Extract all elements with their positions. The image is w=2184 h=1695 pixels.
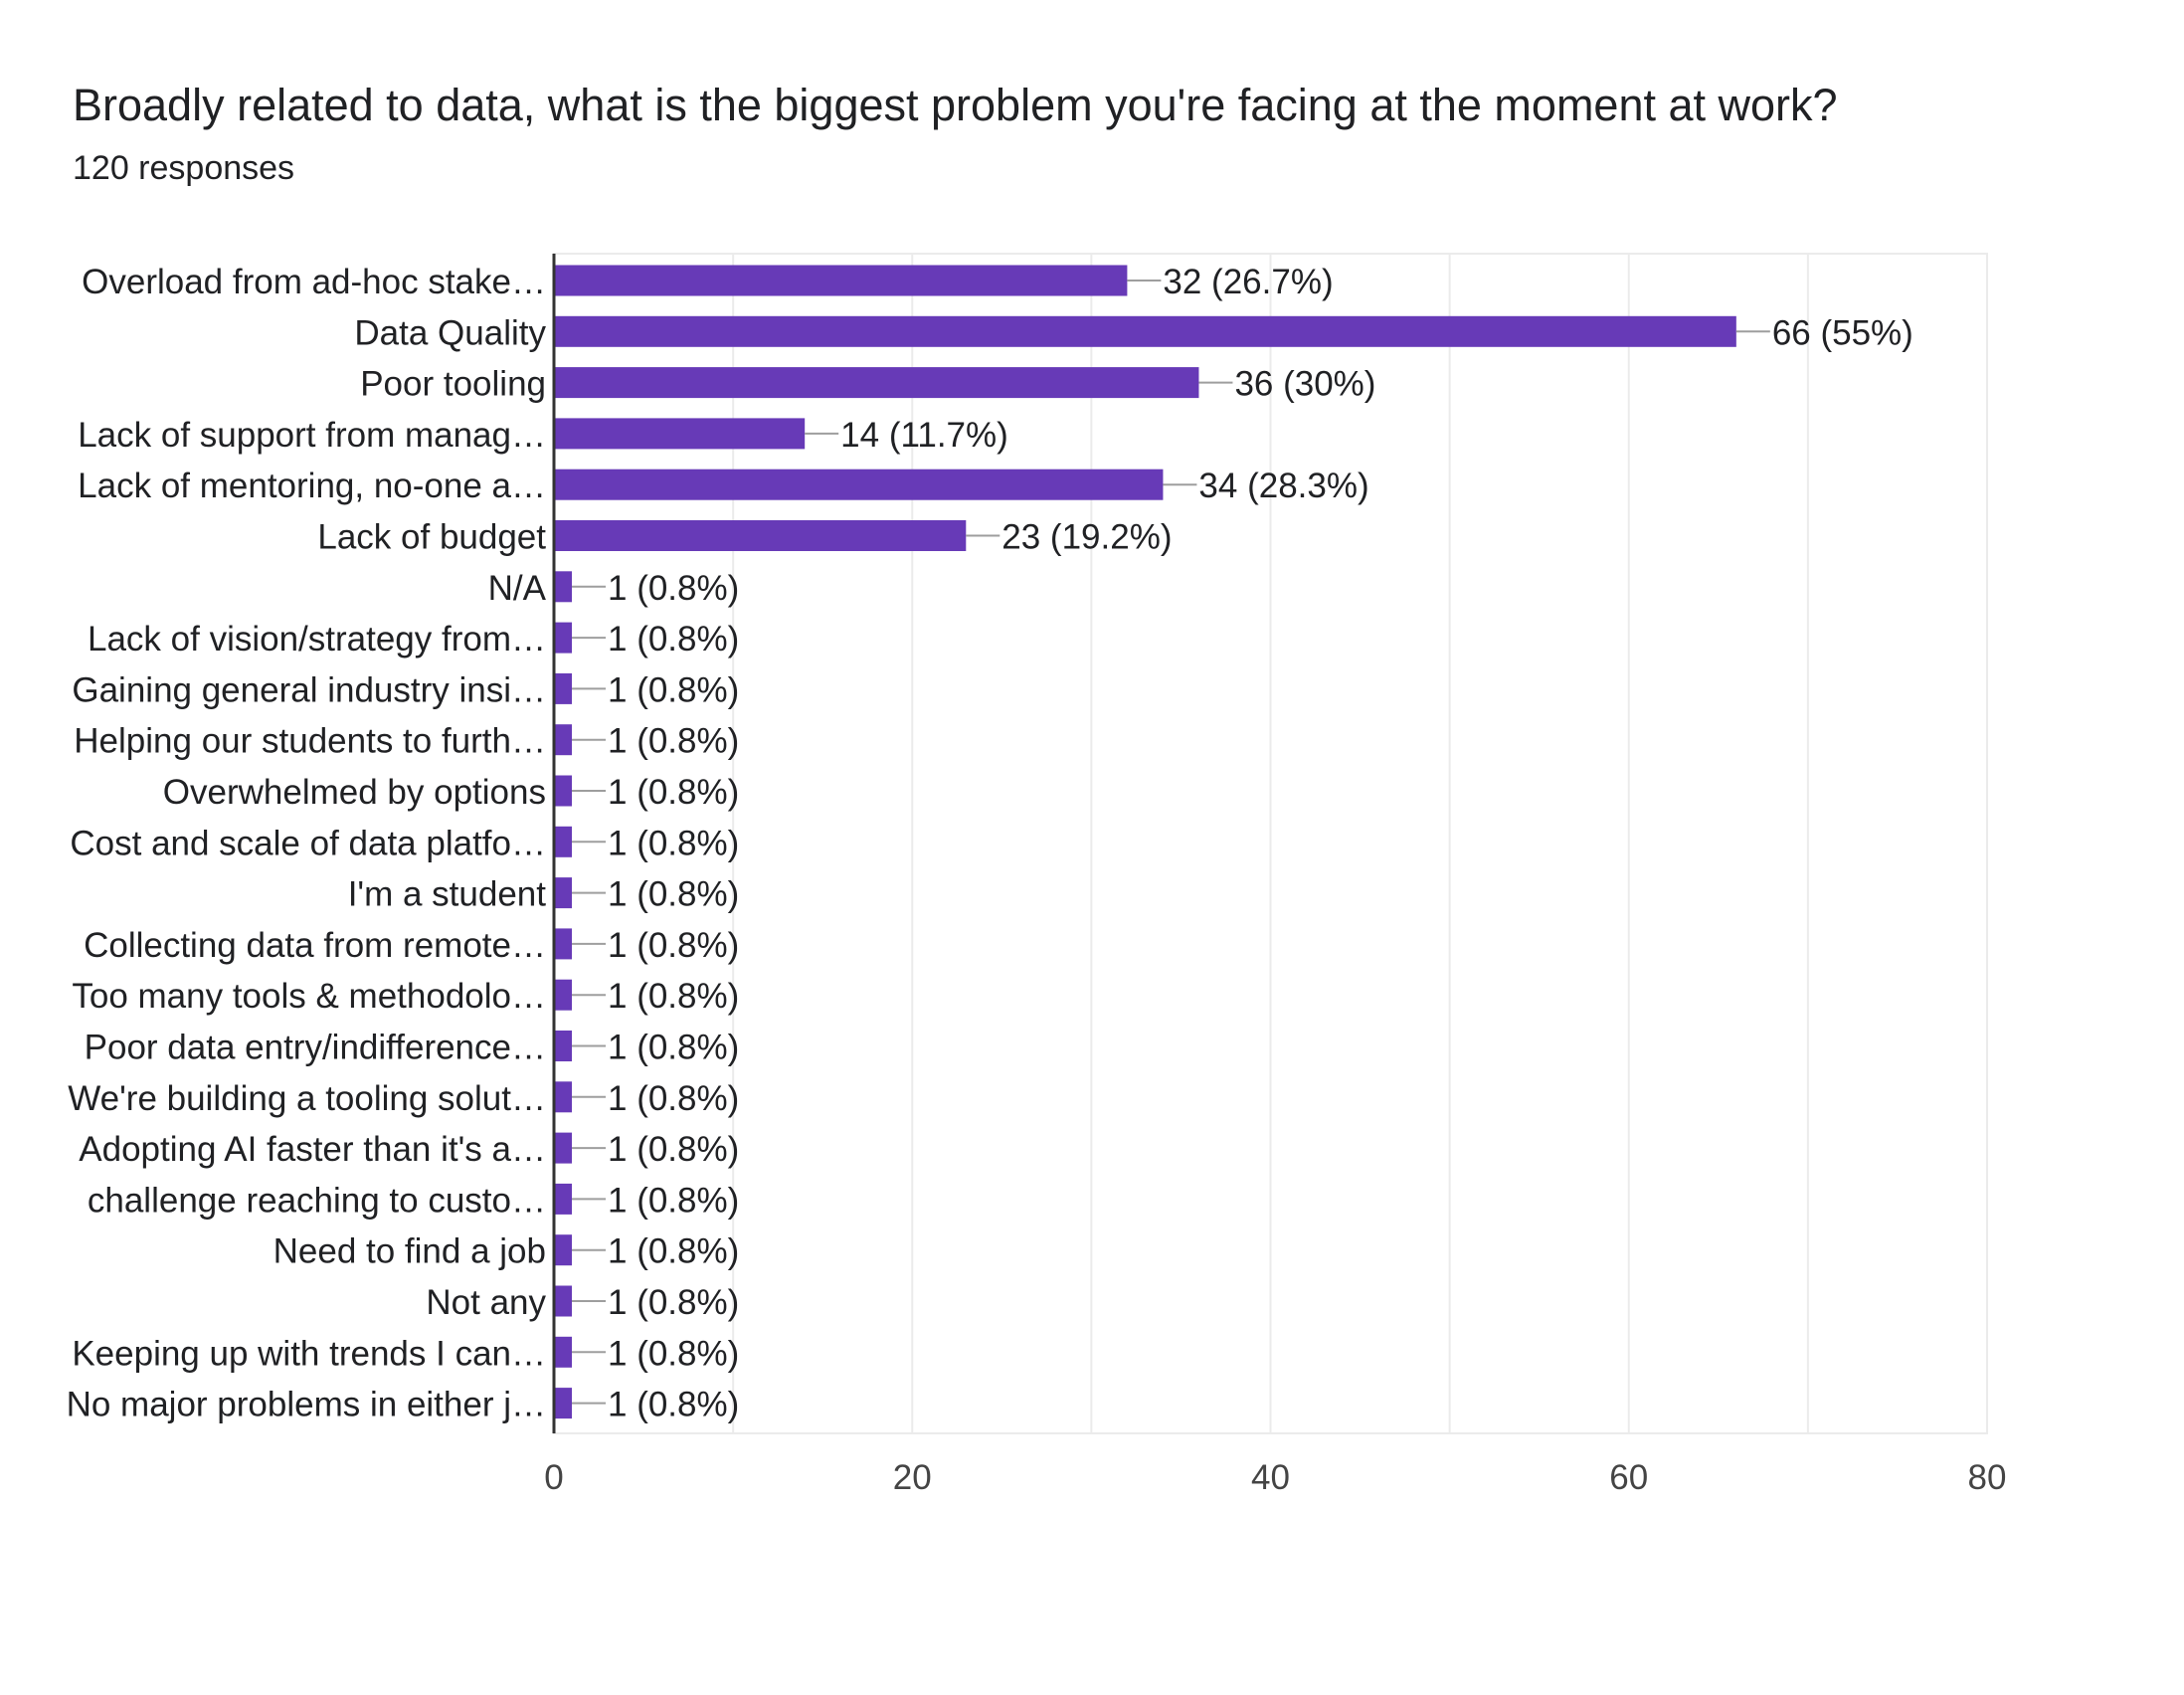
data-label: 34 (28.3%): [1198, 467, 1368, 505]
data-label: 23 (19.2%): [1001, 518, 1172, 557]
category-label: We're building a tooling solut…: [68, 1079, 546, 1118]
bar: [554, 724, 573, 756]
category-label: Lack of mentoring, no-one a…: [78, 467, 546, 505]
data-label: 1 (0.8%): [608, 773, 739, 812]
category-label: Overload from ad-hoc stake…: [82, 263, 546, 301]
category-label: Lack of vision/strategy from…: [88, 620, 546, 659]
data-label: 1 (0.8%): [608, 1029, 739, 1067]
x-tick-label: 60: [1609, 1458, 1648, 1497]
data-label: 66 (55%): [1772, 313, 1913, 352]
x-tick-label: 40: [1251, 1458, 1290, 1497]
category-label: Cost and scale of data platfo…: [70, 824, 546, 862]
category-label: Collecting data from remote…: [84, 926, 546, 965]
category-label: Poor data entry/indifference…: [85, 1029, 546, 1067]
x-tick-label: 80: [1968, 1458, 2007, 1497]
bar: [554, 1031, 573, 1061]
bar: [554, 1388, 573, 1419]
bar: [554, 520, 967, 551]
category-label: Need to find a job: [273, 1232, 546, 1271]
response-count: 120 responses: [73, 149, 295, 187]
bar: [554, 928, 573, 960]
bar: [554, 1132, 573, 1164]
category-label: Keeping up with trends I can…: [72, 1334, 546, 1373]
data-label: 14 (11.7%): [840, 416, 1008, 455]
bar: [554, 826, 573, 857]
category-label: Adopting AI faster than it's a…: [79, 1130, 546, 1169]
data-label: 1 (0.8%): [608, 569, 739, 608]
chart-title: Broadly related to data, what is the big…: [73, 80, 1838, 130]
category-label: challenge reaching to custo…: [88, 1181, 546, 1220]
category-label: Poor tooling: [360, 365, 546, 404]
category-label: Lack of budget: [317, 518, 546, 557]
bar: [554, 672, 573, 704]
category-label: Not any: [426, 1283, 546, 1322]
data-label: 36 (30%): [1234, 365, 1375, 404]
data-label: 1 (0.8%): [608, 1079, 739, 1118]
x-tick-label: 20: [893, 1458, 932, 1497]
bar: [554, 571, 573, 603]
data-label: 1 (0.8%): [608, 620, 739, 659]
bar: [554, 1081, 573, 1113]
data-label: 1 (0.8%): [608, 1334, 739, 1373]
bar: [554, 367, 1199, 399]
category-label: No major problems in either j…: [67, 1386, 546, 1424]
category-label: I'm a student: [348, 875, 547, 914]
bar: [554, 775, 573, 807]
data-label: 1 (0.8%): [608, 926, 739, 965]
bar: [554, 315, 1736, 347]
data-label: 1 (0.8%): [608, 875, 739, 914]
bar: [554, 418, 806, 450]
data-label: 1 (0.8%): [608, 722, 739, 761]
data-label: 1 (0.8%): [608, 1283, 739, 1322]
data-label: 1 (0.8%): [608, 1130, 739, 1169]
bar: [554, 877, 573, 909]
x-tick-label: 0: [544, 1458, 563, 1497]
bar: [554, 265, 1128, 296]
data-label: 1 (0.8%): [608, 670, 739, 709]
bar: [554, 1234, 573, 1266]
category-label: Data Quality: [354, 313, 546, 352]
category-label: N/A: [488, 569, 547, 608]
category-label: Overwhelmed by options: [163, 773, 546, 812]
category-label: Lack of support from manag…: [78, 416, 546, 455]
bar: [554, 1336, 573, 1368]
data-label: 1 (0.8%): [608, 1386, 739, 1424]
data-label: 1 (0.8%): [608, 824, 739, 862]
data-label: 1 (0.8%): [608, 1181, 739, 1220]
bar: [554, 979, 573, 1011]
data-label: 32 (26.7%): [1163, 263, 1333, 301]
bar: [554, 622, 573, 654]
bar: [554, 1183, 573, 1215]
data-label: 1 (0.8%): [608, 977, 739, 1016]
category-label: Gaining general industry insi…: [72, 670, 546, 709]
data-label: 1 (0.8%): [608, 1232, 739, 1271]
category-label: Helping our students to furth…: [74, 722, 546, 761]
bar: [554, 469, 1164, 500]
bar: [554, 1285, 573, 1317]
category-label: Too many tools & methodolo…: [72, 977, 546, 1016]
